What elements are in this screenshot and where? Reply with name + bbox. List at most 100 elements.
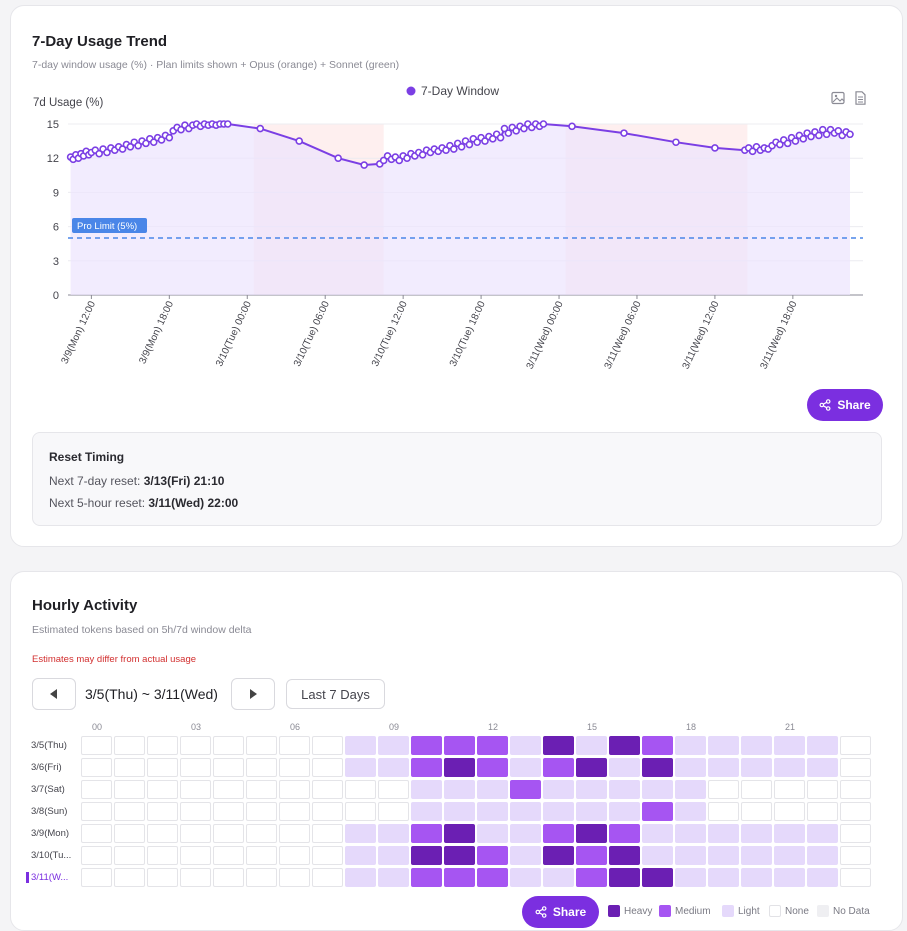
heatmap-cell[interactable] — [246, 846, 277, 865]
heatmap-cell[interactable] — [609, 846, 640, 865]
heatmap-cell[interactable] — [114, 736, 145, 755]
heatmap-cell[interactable] — [807, 824, 838, 843]
heatmap-cell[interactable] — [840, 736, 871, 755]
heatmap-cell[interactable] — [774, 868, 805, 887]
heatmap-cell[interactable] — [774, 736, 805, 755]
heatmap-cell[interactable] — [477, 868, 508, 887]
heatmap-cell[interactable] — [345, 846, 376, 865]
heatmap-cell[interactable] — [246, 780, 277, 799]
heatmap-cell[interactable] — [180, 758, 211, 777]
heatmap-cell[interactable] — [114, 780, 145, 799]
heatmap-cell[interactable] — [180, 868, 211, 887]
heatmap-cell[interactable] — [609, 824, 640, 843]
heatmap-cell[interactable] — [246, 824, 277, 843]
heatmap-cell[interactable] — [279, 802, 310, 821]
heatmap-cell[interactable] — [807, 780, 838, 799]
heatmap-cell[interactable] — [279, 780, 310, 799]
heatmap-cell[interactable] — [708, 736, 739, 755]
heatmap-cell[interactable] — [708, 868, 739, 887]
heatmap-cell[interactable] — [378, 802, 409, 821]
heatmap-cell[interactable] — [411, 758, 442, 777]
heatmap-cell[interactable] — [444, 780, 475, 799]
heatmap-cell[interactable] — [147, 868, 178, 887]
heatmap-cell[interactable] — [114, 868, 145, 887]
heatmap-cell[interactable] — [807, 868, 838, 887]
heatmap-cell[interactable] — [840, 846, 871, 865]
heatmap-cell[interactable] — [675, 780, 706, 799]
heatmap-cell[interactable] — [543, 868, 574, 887]
heatmap-cell[interactable] — [114, 802, 145, 821]
heatmap-cell[interactable] — [576, 736, 607, 755]
heatmap-cell[interactable] — [741, 846, 772, 865]
heatmap-cell[interactable] — [741, 824, 772, 843]
heatmap-cell[interactable] — [444, 846, 475, 865]
heatmap-cell[interactable] — [444, 868, 475, 887]
heatmap-cell[interactable] — [543, 736, 574, 755]
heatmap-cell[interactable] — [807, 758, 838, 777]
heatmap-cell[interactable] — [510, 736, 541, 755]
heatmap-cell[interactable] — [510, 824, 541, 843]
csv-icon[interactable] — [852, 90, 868, 106]
heatmap-cell[interactable] — [147, 846, 178, 865]
heatmap-cell[interactable] — [444, 736, 475, 755]
heatmap-cell[interactable] — [147, 824, 178, 843]
heatmap-cell[interactable] — [279, 868, 310, 887]
heatmap-cell[interactable] — [642, 736, 673, 755]
heatmap-cell[interactable] — [246, 736, 277, 755]
heatmap-cell[interactable] — [741, 780, 772, 799]
heatmap-cell[interactable] — [411, 846, 442, 865]
heatmap-cell[interactable] — [81, 846, 112, 865]
heatmap-cell[interactable] — [246, 758, 277, 777]
heatmap-cell[interactable] — [81, 758, 112, 777]
heatmap-cell[interactable] — [213, 846, 244, 865]
heatmap-cell[interactable] — [675, 736, 706, 755]
heatmap-cell[interactable] — [312, 846, 343, 865]
heatmap-cell[interactable] — [213, 824, 244, 843]
heatmap-cell[interactable] — [609, 780, 640, 799]
heatmap-cell[interactable] — [609, 802, 640, 821]
heatmap-cell[interactable] — [543, 846, 574, 865]
heatmap-cell[interactable] — [477, 802, 508, 821]
heatmap-cell[interactable] — [444, 824, 475, 843]
heatmap-cell[interactable] — [411, 802, 442, 821]
heatmap-cell[interactable] — [609, 758, 640, 777]
heatmap-cell[interactable] — [609, 868, 640, 887]
heatmap-cell[interactable] — [345, 758, 376, 777]
heatmap-cell[interactable] — [312, 736, 343, 755]
heatmap-cell[interactable] — [675, 802, 706, 821]
heatmap-cell[interactable] — [576, 780, 607, 799]
heatmap-cell[interactable] — [477, 758, 508, 777]
heatmap-cell[interactable] — [312, 824, 343, 843]
heatmap-cell[interactable] — [378, 846, 409, 865]
heatmap-cell[interactable] — [576, 802, 607, 821]
heatmap-cell[interactable] — [378, 736, 409, 755]
heatmap-cell[interactable] — [411, 824, 442, 843]
heatmap-cell[interactable] — [279, 736, 310, 755]
heatmap-cell[interactable] — [477, 824, 508, 843]
heatmap-cell[interactable] — [81, 802, 112, 821]
heatmap-cell[interactable] — [81, 736, 112, 755]
next-week-button[interactable] — [231, 678, 275, 710]
heatmap-cell[interactable] — [345, 802, 376, 821]
heatmap-cell[interactable] — [840, 802, 871, 821]
heatmap-cell[interactable] — [312, 758, 343, 777]
heatmap-cell[interactable] — [576, 758, 607, 777]
heatmap-cell[interactable] — [774, 824, 805, 843]
heatmap-cell[interactable] — [510, 758, 541, 777]
heatmap-cell[interactable] — [840, 868, 871, 887]
heatmap-cell[interactable] — [147, 802, 178, 821]
heatmap-cell[interactable] — [642, 868, 673, 887]
heatmap-cell[interactable] — [675, 758, 706, 777]
heatmap-cell[interactable] — [807, 846, 838, 865]
heatmap-cell[interactable] — [708, 758, 739, 777]
heatmap-cell[interactable] — [543, 802, 574, 821]
trend-share-button[interactable]: Share — [807, 389, 883, 421]
heatmap-cell[interactable] — [444, 802, 475, 821]
heatmap-cell[interactable] — [609, 736, 640, 755]
heatmap-cell[interactable] — [510, 846, 541, 865]
heatmap-cell[interactable] — [312, 868, 343, 887]
heatmap-cell[interactable] — [675, 846, 706, 865]
heatmap-cell[interactable] — [378, 758, 409, 777]
heatmap-cell[interactable] — [279, 846, 310, 865]
heatmap-cell[interactable] — [774, 802, 805, 821]
